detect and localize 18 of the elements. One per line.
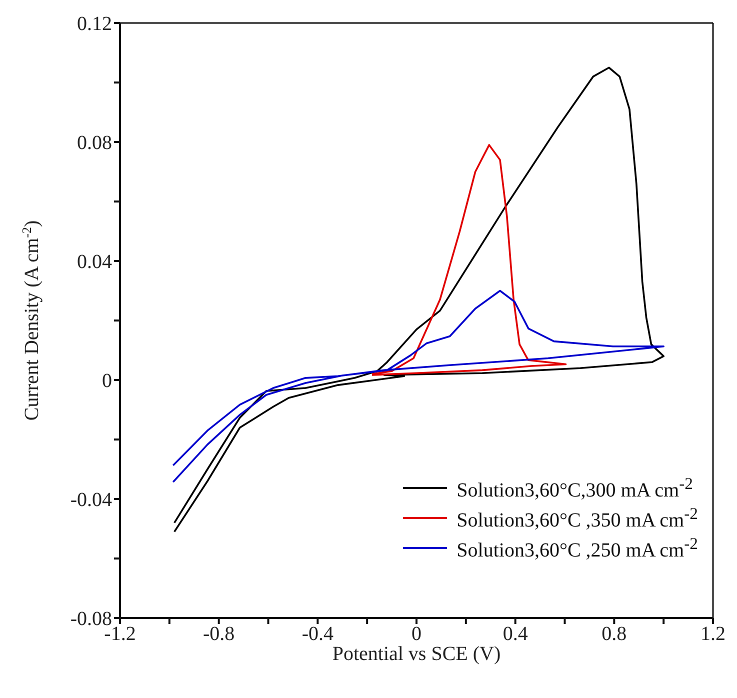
x-axis-title: Potential vs SCE (V) <box>332 643 501 665</box>
y-tick-label: 0.08 <box>77 132 112 154</box>
x-tick-label: -0.8 <box>202 623 235 646</box>
y-tick-label: 0.04 <box>77 251 112 274</box>
y-tick-label: 0.12 <box>77 13 112 36</box>
legend-label: Solution3,60°C,300 mA cm$^{-2}$ <box>456 474 693 502</box>
y-tick-label: 0 <box>102 370 112 392</box>
x-tick-label: 0.4 <box>502 623 528 646</box>
y-tick-label: -0.04 <box>70 489 112 512</box>
line-series <box>172 290 664 483</box>
legend-label: Solution3,60°C ,350 mA cm$^{-2}$ <box>456 504 698 532</box>
line-series <box>371 144 567 376</box>
x-tick-label: -0.4 <box>302 623 334 646</box>
legend-label: Solution3,60°C ,250 mA cm$^{-2}$ <box>456 534 698 562</box>
x-tick-label: 0 <box>412 623 422 646</box>
y-tick-label: -0.08 <box>70 608 112 630</box>
x-tick-label: 0.8 <box>602 623 627 646</box>
x-tick-label: 1.2 <box>700 623 726 646</box>
